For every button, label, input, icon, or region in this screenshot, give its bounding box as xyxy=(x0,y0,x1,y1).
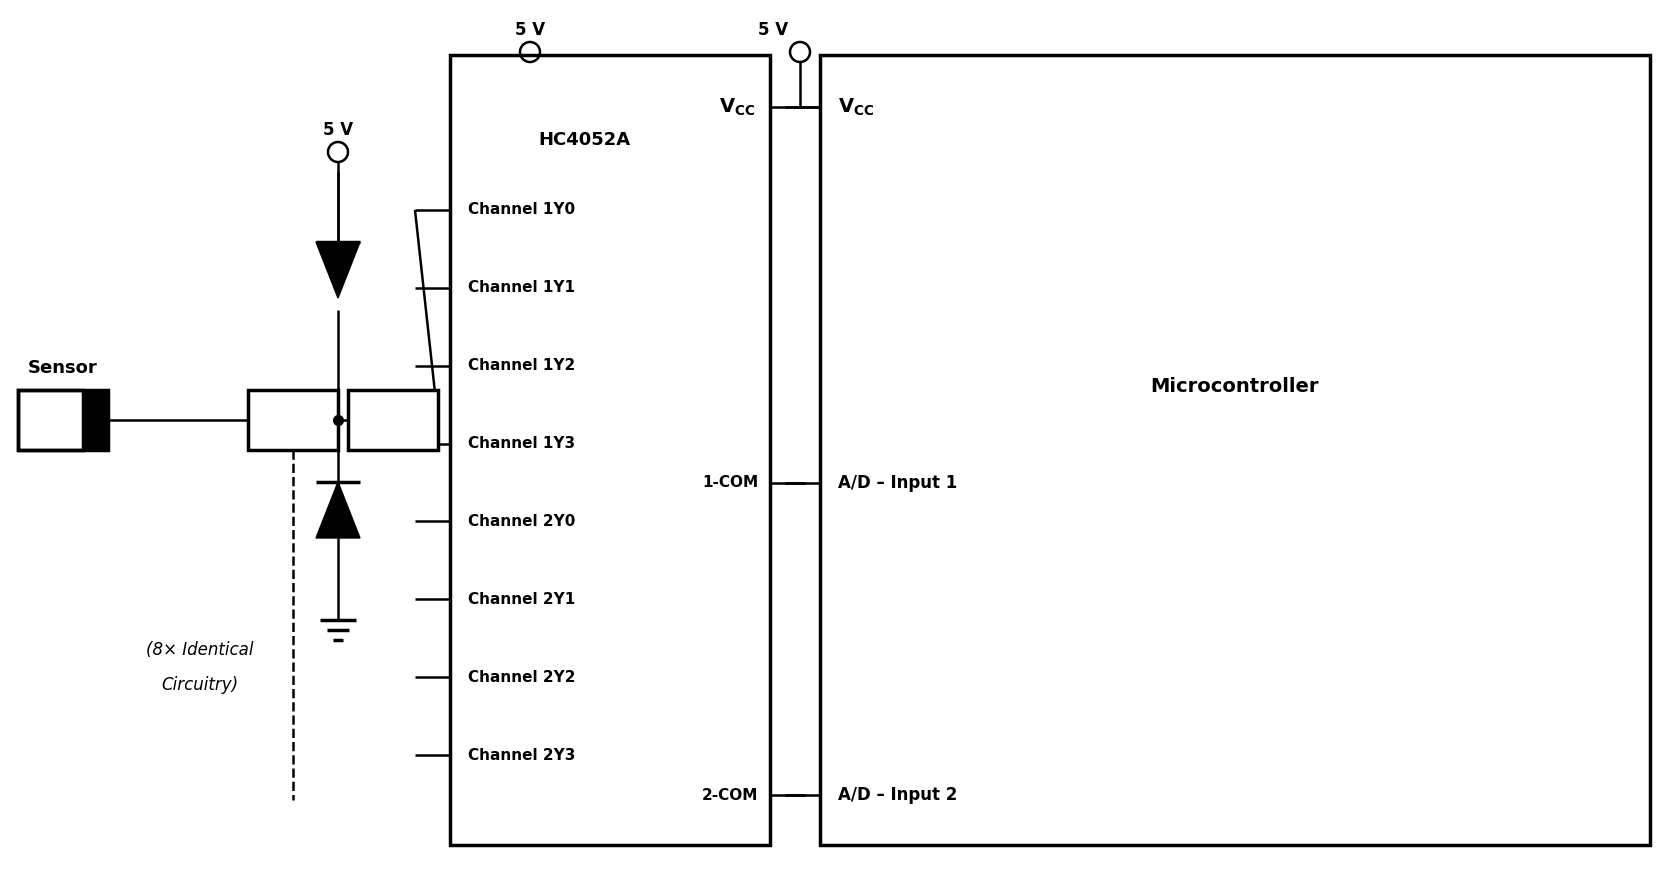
Text: Channel 2Y2: Channel 2Y2 xyxy=(469,670,576,685)
Text: Channel 1Y1: Channel 1Y1 xyxy=(469,280,575,295)
Text: Channel 2Y0: Channel 2Y0 xyxy=(469,514,575,529)
Text: Channel 1Y2: Channel 1Y2 xyxy=(469,359,575,373)
Text: A/D – Input 2: A/D – Input 2 xyxy=(838,786,958,804)
Text: 1-COM: 1-COM xyxy=(702,475,758,490)
Text: $\mathregular{V_{CC}}$: $\mathregular{V_{CC}}$ xyxy=(838,96,874,118)
Text: Channel 1Y0: Channel 1Y0 xyxy=(469,202,575,218)
Bar xyxy=(348,390,438,450)
Bar xyxy=(820,55,1650,845)
Text: A/D – Input 1: A/D – Input 1 xyxy=(838,474,958,491)
Bar xyxy=(450,55,769,845)
Text: Microcontroller: Microcontroller xyxy=(1151,377,1319,396)
Text: 5 V: 5 V xyxy=(516,21,544,39)
Text: (8× Identical: (8× Identical xyxy=(146,641,254,659)
Bar xyxy=(18,390,108,450)
Bar xyxy=(82,390,108,450)
Text: $\mathregular{V_{CC}}$: $\mathregular{V_{CC}}$ xyxy=(719,96,754,118)
Text: Channel 2Y3: Channel 2Y3 xyxy=(469,747,575,763)
Text: 5 V: 5 V xyxy=(758,21,788,39)
Text: HC4052A: HC4052A xyxy=(538,131,630,149)
Text: Channel 1Y3: Channel 1Y3 xyxy=(469,436,575,451)
Polygon shape xyxy=(316,482,360,538)
Text: Circuitry): Circuitry) xyxy=(161,676,239,694)
Text: 2-COM: 2-COM xyxy=(702,788,758,803)
Text: Channel 2Y1: Channel 2Y1 xyxy=(469,591,575,607)
Text: 5 V: 5 V xyxy=(323,121,353,139)
Text: Sensor: Sensor xyxy=(29,359,97,377)
Polygon shape xyxy=(316,242,360,298)
Bar xyxy=(249,390,338,450)
Bar xyxy=(18,390,82,450)
